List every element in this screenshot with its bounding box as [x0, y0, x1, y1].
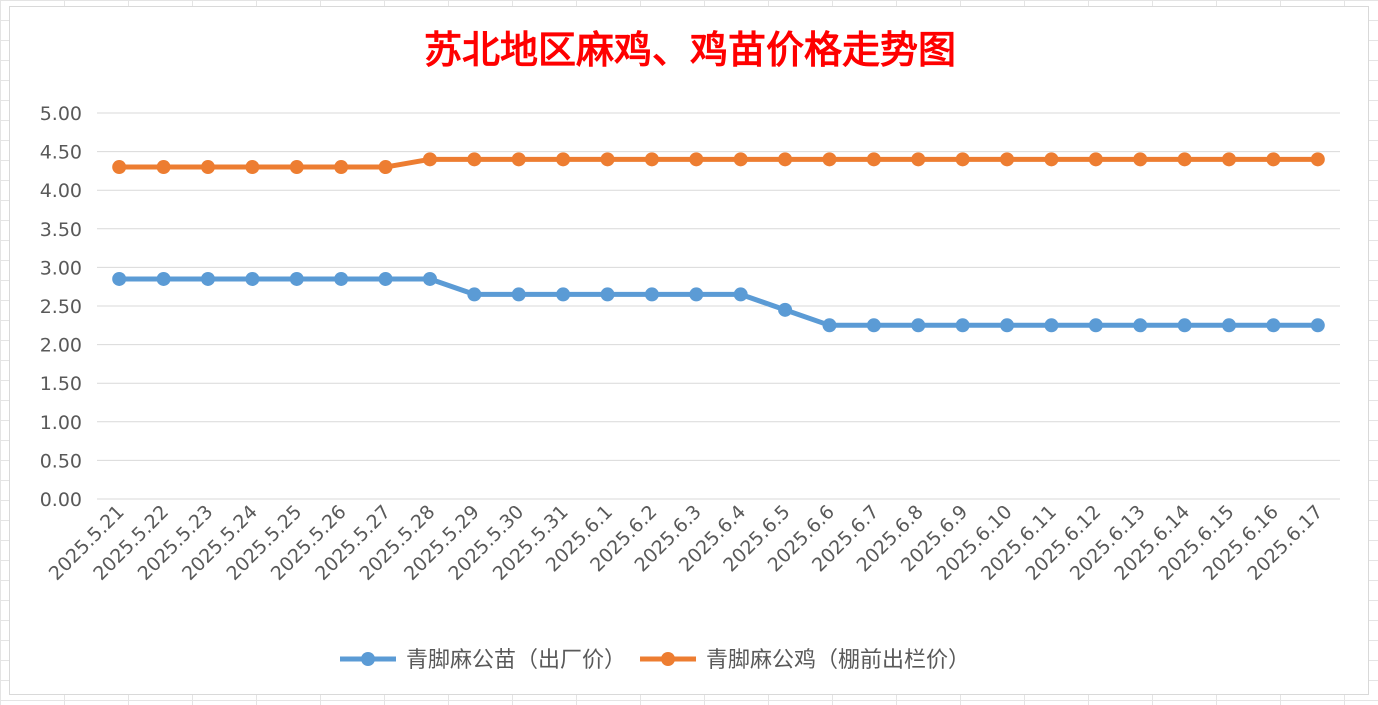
data-point[interactable]: [822, 152, 837, 167]
data-point[interactable]: [1000, 318, 1015, 333]
data-point[interactable]: [467, 287, 482, 302]
data-point[interactable]: [556, 287, 571, 302]
data-point[interactable]: [556, 152, 571, 167]
data-point[interactable]: [200, 271, 215, 286]
data-point[interactable]: [866, 318, 881, 333]
data-point[interactable]: [778, 152, 793, 167]
legend-item-1[interactable]: 青脚麻公苗（出厂价）: [340, 648, 626, 673]
series-line: [116, 156, 1321, 170]
gridlines: [97, 112, 1340, 500]
series-line: [116, 276, 1321, 328]
data-point[interactable]: [1222, 318, 1237, 333]
data-point[interactable]: [245, 160, 260, 175]
data-point[interactable]: [334, 271, 349, 286]
data-point[interactable]: [378, 160, 393, 175]
data-point[interactable]: [689, 287, 704, 302]
y-tick-label: 4.50: [40, 142, 82, 164]
line-chart: 苏北地区麻鸡、鸡苗价格走势图 0.00 0.50 1.00 1.50 2.00 2.50 3…: [40, 27, 1340, 673]
data-point[interactable]: [778, 302, 793, 317]
data-point[interactable]: [955, 318, 970, 333]
series-1: [112, 271, 1325, 333]
y-tick-label: 0.50: [40, 450, 82, 472]
y-tick-label: 2.00: [40, 335, 82, 357]
data-point[interactable]: [1044, 318, 1059, 333]
data-point[interactable]: [467, 152, 482, 167]
data-point[interactable]: [200, 160, 215, 175]
data-point[interactable]: [911, 318, 926, 333]
legend-marker: [661, 652, 676, 666]
data-point[interactable]: [1222, 152, 1237, 167]
data-point[interactable]: [600, 152, 615, 167]
data-point[interactable]: [245, 271, 260, 286]
legend-label: 青脚麻公苗（出厂价）: [406, 648, 626, 673]
data-point[interactable]: [822, 318, 837, 333]
y-tick-label: 1.50: [40, 373, 82, 395]
data-point[interactable]: [644, 287, 659, 302]
data-point[interactable]: [1133, 318, 1148, 333]
data-point[interactable]: [1088, 318, 1103, 333]
data-point[interactable]: [1177, 152, 1192, 167]
series-2: [112, 152, 1325, 175]
y-tick-label: 2.50: [40, 296, 82, 318]
data-point[interactable]: [1133, 152, 1148, 167]
data-point[interactable]: [1044, 152, 1059, 167]
y-tick-label: 5.00: [40, 103, 82, 125]
data-point[interactable]: [156, 271, 171, 286]
data-point[interactable]: [644, 152, 659, 167]
data-point[interactable]: [422, 152, 437, 167]
data-point[interactable]: [289, 160, 304, 175]
data-point[interactable]: [511, 287, 526, 302]
data-point[interactable]: [1266, 152, 1281, 167]
legend-label: 青脚麻公鸡（棚前出栏价）: [706, 648, 970, 673]
data-point[interactable]: [1310, 152, 1325, 167]
legend-item-2[interactable]: 青脚麻公鸡（棚前出栏价）: [640, 648, 970, 673]
y-tick-label: 3.00: [40, 257, 82, 279]
data-point[interactable]: [1088, 152, 1103, 167]
data-point[interactable]: [1310, 318, 1325, 333]
series-lines: [112, 152, 1325, 333]
legend-marker: [361, 652, 375, 666]
y-tick-label: 3.50: [40, 219, 82, 241]
chart-title: 苏北地区麻鸡、鸡苗价格走势图: [424, 27, 956, 72]
chart-area[interactable]: 苏北地区麻鸡、鸡苗价格走势图 0.00 0.50 1.00 1.50 2.00 2.50 3…: [9, 6, 1369, 695]
data-point[interactable]: [156, 160, 171, 175]
y-tick-label: 4.00: [40, 180, 82, 202]
x-axis-ticks: 2025.5.212025.5.222025.5.232025.5.242025…: [45, 501, 1328, 585]
y-tick-label: 0.00: [40, 489, 82, 511]
y-axis-ticks: 0.00 0.50 1.00 1.50 2.00 2.50 3.00 3.50 4.00 4.50…: [40, 103, 82, 511]
data-point[interactable]: [334, 160, 349, 175]
data-point[interactable]: [733, 287, 748, 302]
data-point[interactable]: [733, 152, 748, 167]
data-point[interactable]: [1177, 318, 1192, 333]
data-point[interactable]: [1000, 152, 1015, 167]
data-point[interactable]: [955, 152, 970, 167]
data-point[interactable]: [422, 271, 437, 286]
data-point[interactable]: [511, 152, 526, 167]
data-point[interactable]: [600, 287, 615, 302]
data-point[interactable]: [911, 152, 926, 167]
y-tick-label: 1.00: [40, 412, 82, 434]
data-point[interactable]: [866, 152, 881, 167]
data-point[interactable]: [689, 152, 704, 167]
data-point[interactable]: [112, 271, 127, 286]
data-point[interactable]: [112, 160, 127, 175]
data-point[interactable]: [289, 271, 304, 286]
legend[interactable]: 青脚麻公苗（出厂价） 青脚麻公鸡（棚前出栏价）: [340, 648, 970, 673]
data-point[interactable]: [1266, 318, 1281, 333]
data-point[interactable]: [378, 271, 393, 286]
